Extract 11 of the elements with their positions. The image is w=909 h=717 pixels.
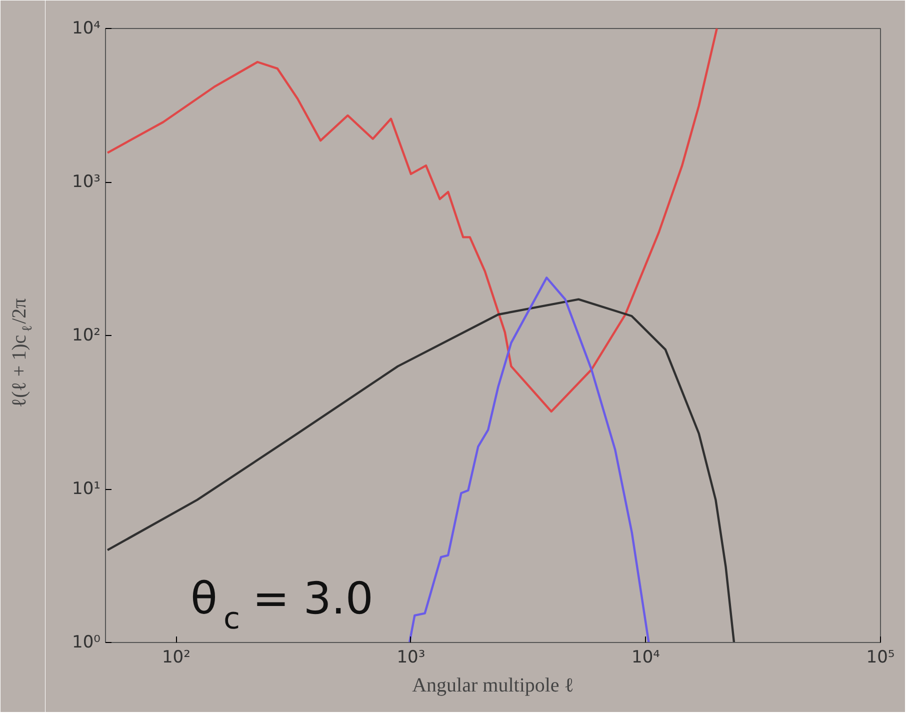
y-tick-label: 10¹ xyxy=(72,479,101,499)
y-tick-label: 10⁰ xyxy=(72,632,101,652)
y-tick-label: 10³ xyxy=(72,172,101,192)
x-tick-label: 10⁴ xyxy=(632,648,660,668)
y-tick-label: 10² xyxy=(72,326,101,346)
x-tick-label: 10³ xyxy=(396,648,426,668)
y-axis-title: ℓ(ℓ + 1)cℓ/2π xyxy=(8,298,36,408)
x-tick-label: 10² xyxy=(162,648,190,668)
y-tick-label: 10⁴ xyxy=(72,18,101,38)
x-tick-label: 10⁵ xyxy=(866,648,895,668)
x-axis-title: Angular multipole ℓ xyxy=(412,674,574,696)
